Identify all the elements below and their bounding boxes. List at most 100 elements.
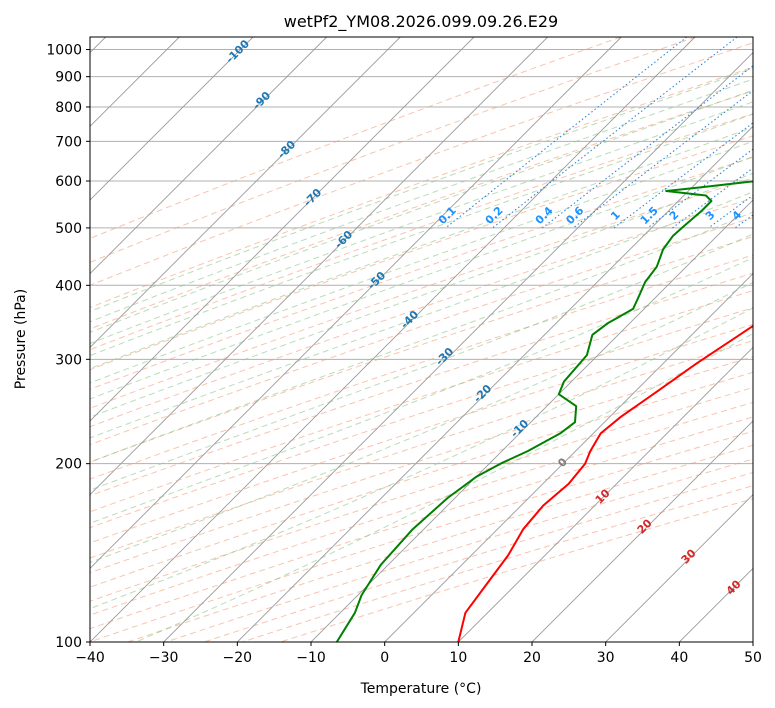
isotherm-line [90,37,327,275]
moist-adiabat-line [90,78,753,323]
dry-adiabat-line [90,37,622,239]
y-tick-label: 600 [55,174,82,190]
y-tick-label: 200 [55,457,82,473]
dry-adiabat-line [90,290,753,513]
isotherm-line [384,273,753,642]
moist-adiabat-line [90,257,753,524]
mixing-ratio-line [492,37,738,229]
pressure-gridlines [90,49,753,642]
temperature-line [457,324,753,642]
dry-adiabat-line [90,37,696,263]
moist-adiabats [90,67,753,642]
dry-adiabat-line [90,323,753,544]
dry-adiabat-line [90,90,753,330]
dry-adiabat-line [90,113,753,351]
dry-adiabat-line [90,135,753,371]
isotherm-line [90,37,475,422]
moist-adiabat-line [90,113,753,357]
dry-adiabat-line [90,386,753,602]
moist-adiabat-line [90,307,753,610]
isotherm-line [90,37,401,348]
dry-adiabat-line [90,66,753,309]
moist-adiabat-line [90,172,753,418]
x-tick-label: 10 [449,650,467,666]
dewpoint-line [335,180,753,642]
x-tick-label: 0 [380,650,389,666]
y-tick-label: 700 [55,134,82,150]
isotherm-line [458,346,753,642]
dry-adiabat-line [280,498,753,642]
isotherm-line [310,199,753,642]
x-tick-label: 30 [597,650,615,666]
moist-adiabat-line [90,101,753,345]
dry-adiabat-line [90,177,753,409]
dry-adiabat-line [90,254,753,480]
theta-e-label: 0 [555,455,570,470]
x-tick-label: 40 [670,650,688,666]
dry-adiabat-line [90,356,753,574]
isotherm-line [237,125,753,642]
dry-adiabat-line [90,42,753,286]
x-tick-label: 50 [744,650,762,666]
line-labels: -100-90-80-70-60-50-40-30-20-100.1 0.2 0.4… [223,37,775,598]
y-tick-label: 800 [55,100,82,116]
theta-e-label: 10 [593,486,613,506]
dry-adiabat-line [90,307,753,529]
moist-adiabat-line [135,333,753,642]
y-tick-label: 100 [55,635,82,651]
y-axis-title: Pressure (hPa) [13,289,29,389]
plot-area: -100-90-80-70-60-50-40-30-20-100.1 0.2 0.4… [90,37,775,642]
x-tick-label: −40 [75,650,105,666]
moist-adiabat-line [90,211,753,463]
isotherm-line [605,494,753,642]
isotherm-line [90,37,696,642]
dry-adiabat-line [241,485,753,642]
isotherm-label: -100 [223,37,252,66]
dry-adiabat-line [90,371,753,588]
isotherm-line [531,420,753,642]
dry-adiabats [90,37,753,642]
x-tick-label: 20 [523,650,541,666]
mixing-ratio-line [734,214,753,229]
x-tick-label: −20 [223,650,253,666]
moist-adiabat-line [90,140,753,384]
chart-title: wetPf2_YM08.2026.099.09.26.E29 [284,12,558,32]
isotherm-line [90,37,254,201]
y-tick-label: 500 [55,221,82,237]
y-tick-label: 300 [55,352,82,368]
mixing-ratio-line [542,65,753,229]
mixing-ratio-label: 6 [768,208,775,223]
x-tick-label: −10 [296,650,326,666]
moist-adiabat-line [90,67,753,313]
x-axis-title: Temperature (°C) [360,681,482,697]
moist-adiabat-line [90,89,753,333]
dry-adiabat-line [90,416,753,630]
isotherm-label: -20 [471,382,494,405]
moist-adiabat-line [90,156,753,400]
moist-adiabat-line [90,191,753,439]
y-tick-label: 400 [55,278,82,294]
isotherms [90,37,753,642]
dry-adiabat-line [90,197,753,428]
isotherm-line [163,52,753,642]
isotherm-label: -30 [433,345,456,368]
plot-frame [89,36,754,643]
mixing-ratio-line [445,37,688,229]
dry-adiabat-line [90,272,753,497]
theta-e-label: 30 [679,546,699,566]
dry-adiabat-line [90,236,753,463]
profile-series [335,180,753,642]
y-tick-label: 900 [55,70,82,86]
isotherm-line [90,37,548,496]
moist-adiabat-line [90,233,753,491]
isotherm-line [90,37,622,569]
dry-adiabat-line [90,156,753,390]
dry-adiabat-line [90,217,753,446]
y-axis-ticks: 100 200 300 400 500 600 700 800 900 1000 [46,43,90,651]
mixing-ratio-label: 0.2 [483,204,506,227]
mixing-ratio-label: 2 [667,208,682,223]
isotherm-label: -70 [301,186,324,209]
mixing-ratio-label: 1.5 [638,204,661,227]
y-tick-label: 1000 [46,43,82,59]
